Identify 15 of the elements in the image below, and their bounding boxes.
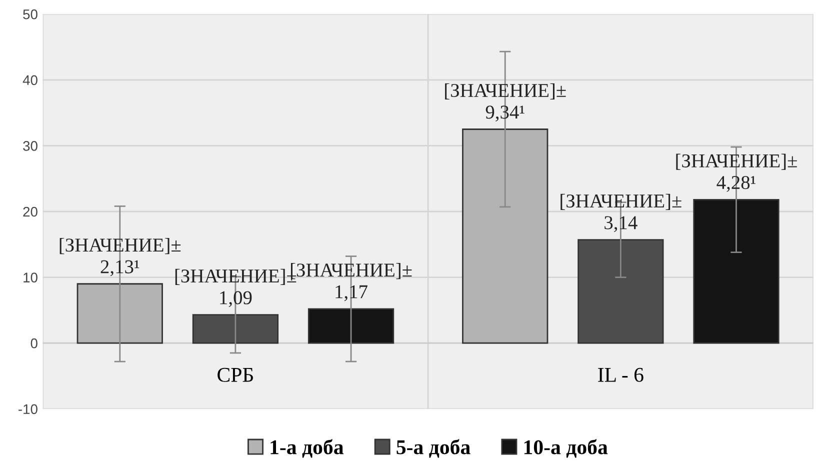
y-tick-label: 30: [23, 141, 38, 151]
x-tick-label: СРБ: [218, 368, 253, 382]
y-tick-label: 20: [23, 206, 38, 217]
annotation: [ЗНАЧЕНИЕ]± 4,28¹: [676, 154, 797, 192]
annotation: [ЗНАЧЕНИЕ]± 9,34¹: [445, 83, 566, 122]
y-tick-label: 40: [22, 75, 38, 86]
legend-label: 1-а доба: [270, 439, 344, 458]
y-tick-label: 10: [24, 272, 38, 282]
legend-label: 10-а доба: [524, 439, 608, 458]
y-tick-label: 0: [30, 338, 38, 348]
y-tick-label: 50: [23, 9, 38, 20]
y-tick-label: -10: [18, 404, 38, 414]
x-tick-label: IL - 6: [598, 368, 644, 382]
annotation: [ЗНАЧЕНИЕ]± 3,14: [560, 194, 682, 232]
legend-label: 5-а доба: [396, 439, 470, 458]
